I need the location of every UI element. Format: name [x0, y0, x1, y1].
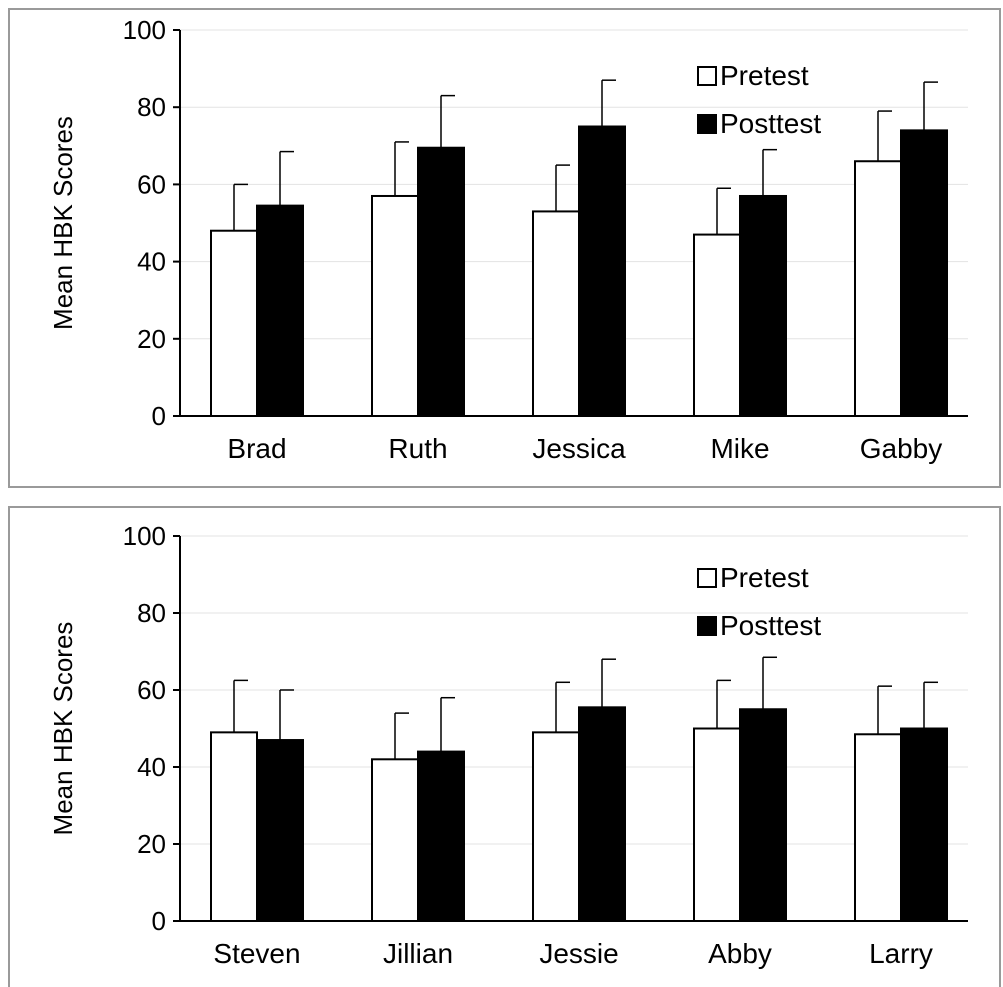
y-tick-label: 100 — [123, 521, 166, 551]
bar-posttest-jillian — [417, 750, 465, 922]
bar-pretest-abby — [693, 727, 741, 922]
bar-pretest-larry — [854, 733, 902, 922]
bar-posttest-jessie — [578, 706, 626, 922]
bar-pretest-gabby — [854, 160, 902, 417]
category-label: Brad — [227, 433, 286, 464]
legend-label-posttest: Posttest — [720, 610, 821, 641]
legend-label-posttest: Posttest — [720, 108, 821, 139]
y-tick-label: 0 — [152, 401, 166, 431]
y-tick-label: 60 — [137, 675, 166, 705]
y-tick-label: 60 — [137, 169, 166, 199]
bar-pretest-jillian — [371, 758, 419, 922]
bar-chart-top: 0 20 40 60 80 100 Mean HBK Scores Brad Ruth Jessi… — [48, 15, 968, 464]
legend-swatch-pretest — [697, 568, 717, 588]
category-label: Abby — [708, 938, 772, 969]
y-axis-label: Mean HBK Scores — [48, 116, 78, 330]
bar-pretest-ruth — [371, 194, 419, 417]
bar-posttest-ruth — [417, 146, 465, 417]
bar-pretest-steven — [210, 731, 258, 922]
bar-pretest-jessica — [532, 210, 580, 417]
bar-posttest-abby — [739, 708, 787, 922]
bar-posttest-larry — [900, 727, 948, 922]
y-tick-label: 80 — [137, 598, 166, 628]
bar-pretest-jessie — [532, 731, 580, 922]
y-tick-label: 40 — [137, 752, 166, 782]
y-tick-label: 20 — [137, 829, 166, 859]
category-label: Jessica — [532, 433, 626, 464]
category-label: Mike — [710, 433, 769, 464]
y-axis-label: Mean HBK Scores — [48, 622, 78, 836]
bar-posttest-gabby — [900, 129, 948, 418]
legend-swatch-pretest — [697, 66, 717, 86]
category-label: Jessie — [539, 938, 618, 969]
bar-posttest-jessica — [578, 125, 626, 417]
y-tick-label: 40 — [137, 247, 166, 277]
bar-pretest-mike — [693, 233, 741, 417]
bar-chart-bottom: 0 20 40 60 80 100 Mean HBK Scores Steven Jillian… — [48, 521, 968, 969]
bar-posttest-steven — [256, 739, 304, 922]
y-tick-label: 20 — [137, 324, 166, 354]
y-tick-label: 0 — [152, 906, 166, 936]
legend-label-pretest: Pretest — [720, 562, 809, 593]
y-tick-label: 80 — [137, 92, 166, 122]
category-label: Gabby — [860, 433, 943, 464]
y-tick-label: 100 — [123, 15, 166, 45]
legend-label-pretest: Pretest — [720, 60, 809, 91]
category-label: Larry — [869, 938, 933, 969]
bar-posttest-brad — [256, 204, 304, 417]
legend-swatch-posttest — [697, 114, 717, 134]
category-label: Ruth — [388, 433, 447, 464]
chart-panel-bottom: 0 20 40 60 80 100 Mean HBK Scores Steven Jillian… — [8, 506, 1001, 987]
bar-pretest-brad — [210, 229, 258, 417]
category-label: Steven — [213, 938, 300, 969]
bar-posttest-mike — [739, 194, 787, 417]
legend-swatch-posttest — [697, 616, 717, 636]
chart-panel-top: 0 20 40 60 80 100 Mean HBK Scores Brad Ruth Jessi… — [8, 8, 1001, 488]
category-label: Jillian — [383, 938, 453, 969]
